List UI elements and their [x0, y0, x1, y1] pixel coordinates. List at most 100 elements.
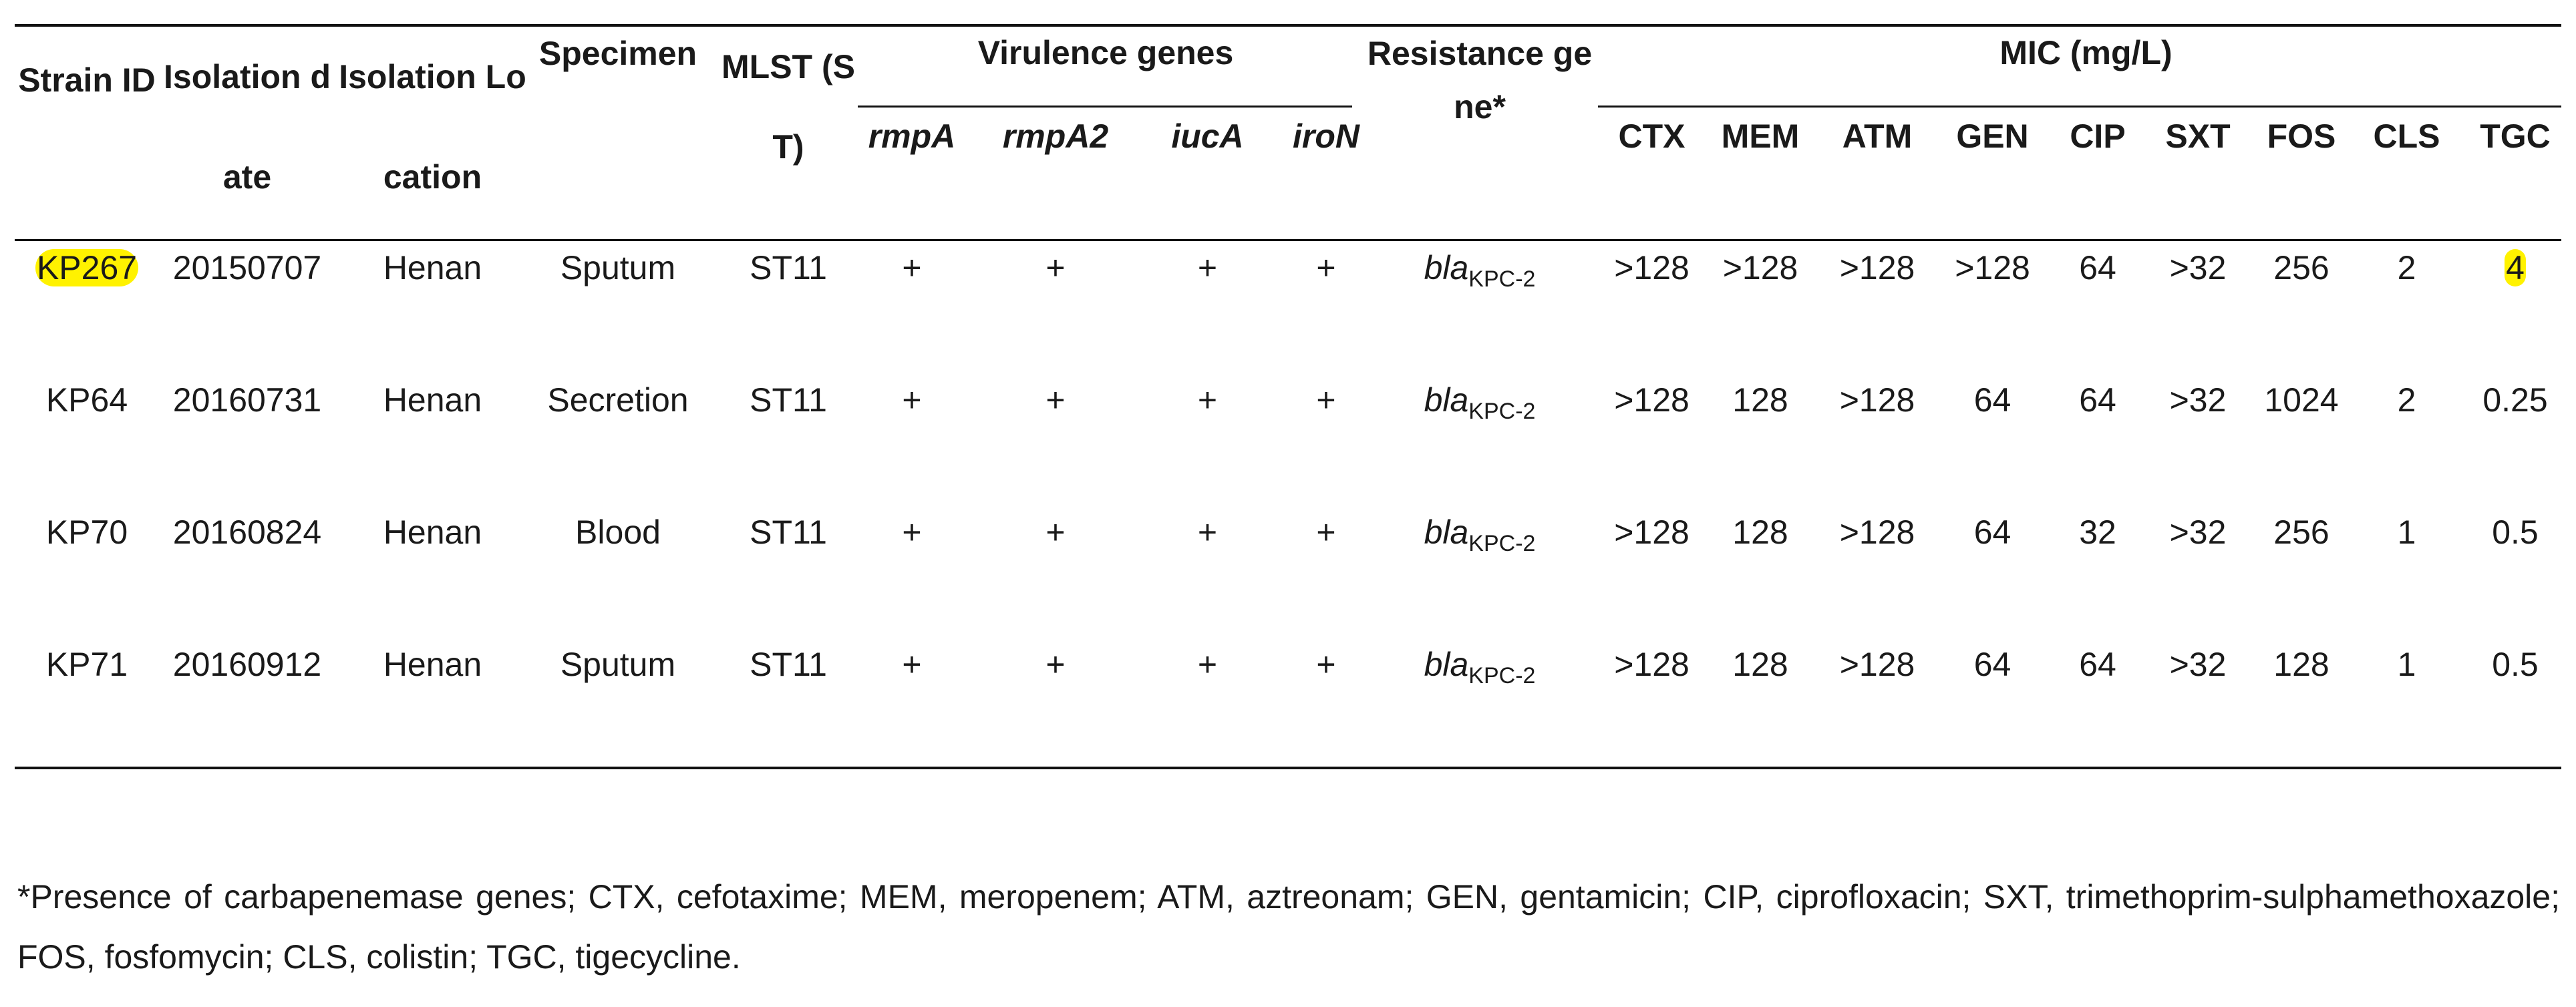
highlighted-value: 4 [2505, 249, 2526, 286]
subheader-mic-cip: CIP [2070, 118, 2126, 155]
cell-resistance-gene: blaKPC-2 [1366, 506, 1593, 570]
cell-isolation-location: Henan [383, 381, 482, 419]
subheader-virulence-iron: iroN [1293, 118, 1359, 155]
header-virulence-genes: Virulence genes [977, 34, 1234, 71]
cell-virulence: + [1316, 514, 1336, 551]
cell-isolation-date: 20160912 [172, 646, 322, 683]
cell-resistance-gene: blaKPC-2 [1366, 242, 1593, 305]
cell-strain-id: KP64 [45, 381, 128, 419]
cell-specimen: Sputum [560, 646, 676, 683]
header-isolation-location: Isolation Location [339, 58, 526, 196]
cell-mic-mem: 128 [1732, 381, 1788, 419]
cell-mic-tgc: 4 [2458, 242, 2572, 294]
cell-virulence: + [1045, 381, 1066, 419]
subheader-virulence-rmpa: rmpA [868, 118, 956, 155]
cell-virulence: + [1316, 249, 1336, 286]
cell-mic-cip: 64 [2079, 249, 2116, 286]
gene-name: bla [1424, 381, 1469, 419]
cell-mic-mem: >128 [1722, 249, 1798, 286]
cell-virulence: + [902, 514, 922, 551]
header-mlst: MLST (ST) [721, 48, 855, 166]
cell-mic-atm: >128 [1839, 646, 1915, 683]
gene-name: bla [1424, 646, 1469, 683]
cell-strain-id: KP267 [13, 242, 160, 294]
gene-name: bla [1424, 249, 1469, 286]
cell-virulence: + [902, 646, 922, 683]
cell-isolation-location: Henan [383, 646, 482, 683]
cell-mic-sxt: >32 [2169, 249, 2227, 286]
cell-mlst: ST11 [750, 381, 827, 419]
cell-mic-cls: 1 [2397, 646, 2416, 683]
cell-resistance-gene: blaKPC-2 [1366, 374, 1593, 437]
cell-isolation-date: 20160824 [172, 514, 322, 551]
cell-isolation-date: 20150707 [172, 249, 322, 286]
gene-subscript: KPC-2 [1468, 531, 1536, 556]
cell-virulence: + [1197, 381, 1218, 419]
cell-mic-cip: 64 [2079, 646, 2116, 683]
subheader-mic-tgc: TGC [2480, 118, 2551, 155]
cell-mic-ctx: >128 [1614, 381, 1689, 419]
cell-isolation-location: Henan [383, 249, 482, 286]
virulence-subheader-rule [858, 106, 1352, 108]
cell-mlst: ST11 [750, 514, 827, 551]
subheader-mic-sxt: SXT [2165, 118, 2231, 155]
header-resistance-gene: Resistance gene* [1367, 35, 1593, 126]
cell-virulence: + [1197, 514, 1218, 551]
table-bottom-rule [15, 767, 2561, 769]
cell-mic-fos: 256 [2273, 514, 2329, 551]
mic-subheader-rule [1598, 106, 2561, 108]
cell-mic-mem: 128 [1732, 514, 1788, 551]
gene-subscript: KPC-2 [1468, 663, 1536, 688]
cell-mic-cls: 1 [2397, 514, 2416, 551]
cell-mic-sxt: >32 [2169, 514, 2227, 551]
cell-mic-gen: 64 [1973, 514, 2011, 551]
subheader-virulence-iuca: iucA [1171, 118, 1244, 155]
table-footnote: *Presence of carbapenemase genes; CTX, c… [17, 878, 2560, 976]
cell-mic-sxt: >32 [2169, 646, 2227, 683]
cell-mic-tgc: 0.5 [2492, 514, 2539, 551]
cell-virulence: + [1197, 249, 1218, 286]
cell-mic-fos: 128 [2273, 646, 2329, 683]
cell-mic-cip: 32 [2079, 514, 2116, 551]
cell-strain-id: KP70 [45, 514, 128, 551]
cell-virulence: + [1316, 381, 1336, 419]
cell-specimen: Sputum [560, 249, 676, 286]
cell-virulence: + [902, 249, 922, 286]
cell-resistance-gene: blaKPC-2 [1366, 638, 1593, 702]
cell-virulence: + [1045, 514, 1066, 551]
cell-specimen: Secretion [547, 381, 689, 419]
cell-virulence: + [902, 381, 922, 419]
cell-mic-ctx: >128 [1614, 646, 1689, 683]
header-strain-id: Strain ID [18, 61, 156, 99]
cell-mic-tgc: 0.25 [2482, 381, 2548, 419]
cell-strain-id: KP71 [45, 646, 128, 683]
subheader-virulence-rmpa2: rmpA2 [1002, 118, 1109, 155]
subheader-mic-fos: FOS [2267, 118, 2336, 155]
subheader-mic-cls: CLS [2373, 118, 2440, 155]
cell-mic-tgc: 0.5 [2492, 646, 2539, 683]
cell-mic-ctx: >128 [1614, 514, 1689, 551]
cell-mic-atm: >128 [1839, 249, 1915, 286]
cell-virulence: + [1045, 249, 1066, 286]
cell-mic-mem: 128 [1732, 646, 1788, 683]
cell-virulence: + [1197, 646, 1218, 683]
cell-mic-cls: 2 [2397, 381, 2416, 419]
cell-virulence: + [1045, 646, 1066, 683]
cell-mic-gen: >128 [1955, 249, 2030, 286]
cell-mic-gen: 64 [1973, 646, 2011, 683]
gene-subscript: KPC-2 [1468, 399, 1536, 424]
cell-virulence: + [1316, 646, 1336, 683]
header-mic: MIC (mg/L) [1999, 34, 2172, 71]
cell-isolation-date: 20160731 [172, 381, 322, 419]
table-top-rule [15, 24, 2561, 27]
cell-mlst: ST11 [750, 249, 827, 286]
header-specimen: Specimen [538, 35, 697, 72]
subheader-mic-mem: MEM [1721, 118, 1800, 155]
cell-mic-atm: >128 [1839, 514, 1915, 551]
cell-isolation-location: Henan [383, 514, 482, 551]
cell-mic-fos: 256 [2273, 249, 2329, 286]
cell-mic-gen: 64 [1973, 381, 2011, 419]
cell-specimen: Blood [575, 514, 661, 551]
subheader-mic-ctx: CTX [1618, 118, 1685, 155]
